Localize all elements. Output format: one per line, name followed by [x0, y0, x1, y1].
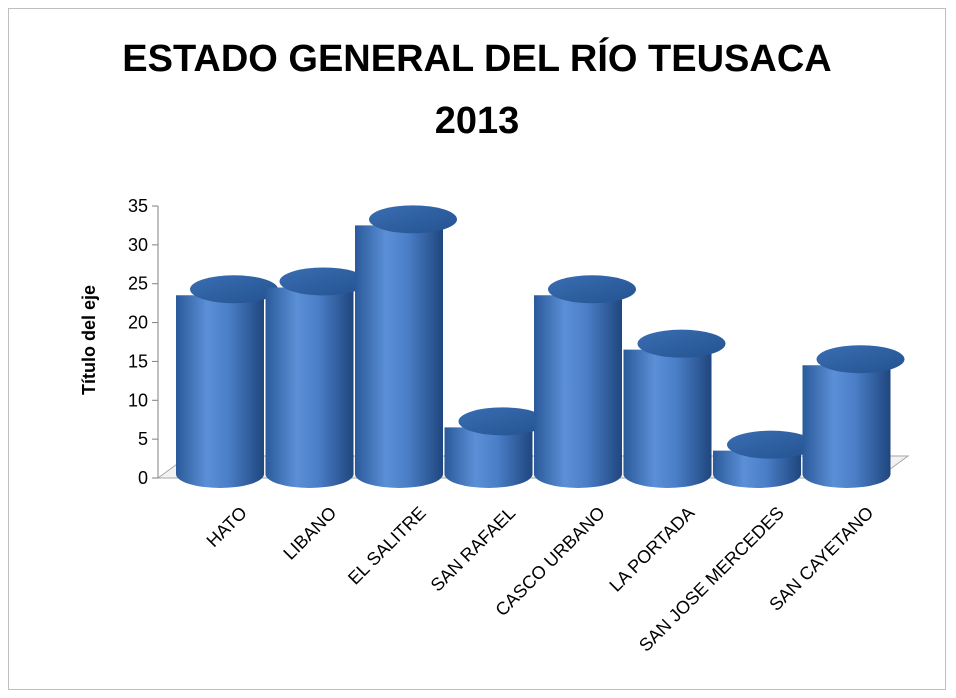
bar-body [176, 295, 264, 488]
y-tick-label: 25 [128, 274, 148, 294]
chart-title-line2: 2013 [434, 100, 520, 142]
bar-top [816, 345, 905, 374]
y-tick-label: 15 [128, 351, 148, 371]
chart-title: ESTADO GENERAL DEL RÍO TEUSACA 2013 [8, 28, 946, 152]
x-tick-label: SAN JOSE MERCEDES [635, 503, 788, 656]
x-tick-label: HATO [203, 503, 251, 551]
bars [176, 205, 905, 489]
bar [355, 205, 457, 489]
x-tick-label: EL SALITRE [344, 503, 430, 589]
bar [265, 267, 368, 488]
y-tick-label: 35 [128, 196, 148, 216]
y-tick-label: 5 [138, 429, 148, 449]
bar-body [713, 450, 801, 488]
chart-title-line1: ESTADO GENERAL DEL RÍO TEUSACA [122, 38, 832, 80]
y-tick-label: 30 [128, 235, 148, 255]
bar-body [534, 295, 622, 488]
chart-frame [8, 8, 946, 690]
bar-top [190, 275, 278, 304]
bar [176, 275, 278, 488]
bar [713, 430, 815, 488]
x-tick-label: LIBANO [279, 503, 340, 564]
y-axis-title: Título del eje [79, 285, 99, 395]
bar-top [548, 275, 636, 304]
bar-top [369, 205, 457, 234]
x-tick-label: SAN RAFAEL [427, 503, 520, 596]
bar-body [623, 349, 712, 488]
bar-top [279, 267, 368, 296]
bar [623, 329, 726, 488]
bar-top [727, 430, 815, 459]
bar [534, 275, 636, 488]
bar [802, 345, 905, 488]
bar-top [458, 407, 547, 436]
bar-body [265, 287, 354, 488]
bar [444, 407, 547, 488]
bar-body [444, 427, 533, 488]
x-tick-label: LA PORTADA [605, 503, 698, 596]
y-tick-label: 10 [128, 390, 148, 410]
bar-top [637, 329, 726, 358]
y-tick-label: 20 [128, 313, 148, 333]
y-tick-label: 0 [138, 468, 148, 488]
bar-body [802, 365, 891, 488]
bar-body [355, 225, 443, 489]
